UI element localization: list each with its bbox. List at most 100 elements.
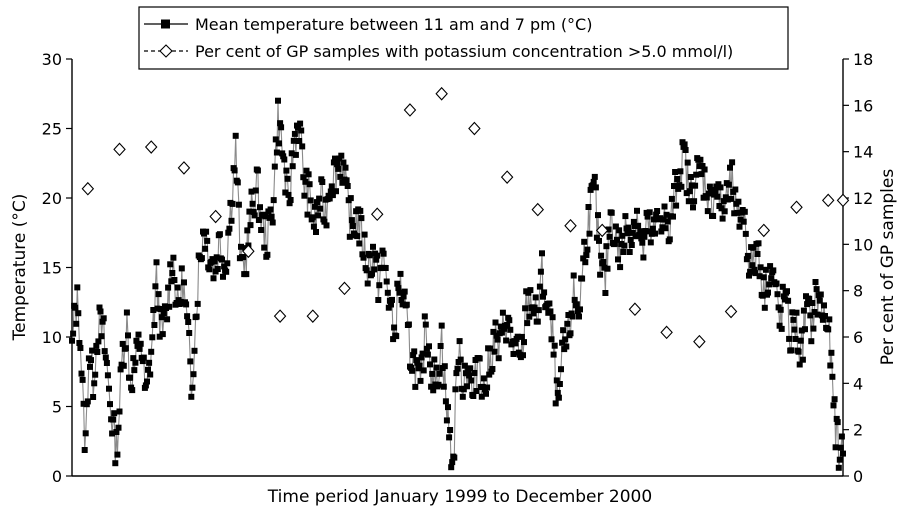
temperature-point [78,370,85,377]
temperature-point [478,393,485,400]
temperature-point [619,232,626,239]
temperature-point [103,360,110,366]
legend-box [138,6,789,70]
temperature-point [123,309,130,316]
left-tick-label: 20 [42,189,62,208]
temperature-point [828,349,835,356]
temperature-point [204,237,211,244]
temperature-point [401,288,408,295]
temperature-point [465,368,472,375]
temperature-point [756,273,763,280]
temperature-point [781,296,788,303]
temperature-point [316,195,323,202]
temperature-point [454,365,461,372]
temperature-point [760,274,767,281]
temperature-point [600,259,607,265]
temperature-point [518,333,525,340]
temperature-point [547,308,554,315]
temperature-point [604,265,611,272]
temperature-point [625,224,632,231]
temperature-point [93,342,100,349]
temperature-point [149,334,156,341]
temperature-point [397,270,404,277]
potassium-point [338,281,351,296]
temperature-point [284,175,291,182]
temperature-point [125,332,131,339]
temperature-point [719,215,726,222]
temperature-point [167,261,174,268]
temperature-point [159,331,166,338]
temperature-point [476,355,483,362]
temperature-point [734,209,741,216]
temperature-point [817,291,824,298]
temperature-point [69,337,75,344]
temperature-point [243,271,250,278]
temperature-point [442,398,449,405]
temperature-point [797,337,804,344]
temperature-point [248,188,255,195]
potassium-point [660,325,673,340]
temperature-point [620,249,627,255]
temperature-point [494,336,501,343]
temperature-point [696,163,703,170]
temperature-point [310,223,317,230]
temperature-point [608,209,615,216]
temperature-point [301,192,308,199]
temperature-point [571,296,578,303]
temperature-point [166,303,173,310]
temperature-point [98,333,105,340]
temperature-point [213,254,220,261]
temperature-point [428,383,435,390]
temperature-point [650,216,657,223]
temperature-point [786,335,793,342]
temperature-point [789,309,796,316]
temperature-point [682,147,689,153]
temperature-point [400,293,407,300]
temperature-point [754,251,761,257]
temperature-point [441,363,448,370]
temperature-point [382,265,389,271]
temperature-point [255,217,262,223]
temperature-point [396,289,403,296]
temperature-point [581,238,588,245]
temperature-point [591,173,598,180]
temperature-point [534,318,541,325]
temperature-point [334,161,341,168]
temperature-point [644,213,651,220]
temperature-point [366,252,373,259]
temperature-point [563,343,570,350]
temperature-point [674,176,681,182]
legend-temperature-marker [161,19,170,29]
temperature-point [261,244,268,251]
temperature-point [247,222,254,229]
temperature-point [631,223,638,229]
right-tick-label: 12 [853,189,873,208]
temperature-point [264,251,271,258]
temperature-point [133,337,140,344]
temperature-point [390,336,397,343]
temperature-point [672,169,679,175]
temperature-point [313,229,319,235]
temperature-point [139,358,146,365]
temperature-point [634,207,640,214]
temperature-point [307,197,314,204]
temperature-point [411,348,418,355]
temperature-point [718,205,725,212]
temperature-point [221,263,228,270]
temperature-point [551,342,558,349]
temperature-point [522,305,529,312]
temperature-point [80,400,87,407]
temperature-point [629,229,636,236]
temperature-point [593,234,600,241]
temperature-point [145,366,151,373]
temperature-point [497,323,504,330]
temperature-point [251,212,258,219]
temperature-point [558,366,564,373]
temperature-point [321,218,328,225]
temperature-point [170,254,177,261]
temperature-point [606,233,613,240]
temperature-point [315,212,322,219]
temperature-point [675,185,682,192]
temperature-point [641,233,648,240]
legend-temperature-label: Mean temperature between 11 am and 7 pm … [195,15,592,34]
